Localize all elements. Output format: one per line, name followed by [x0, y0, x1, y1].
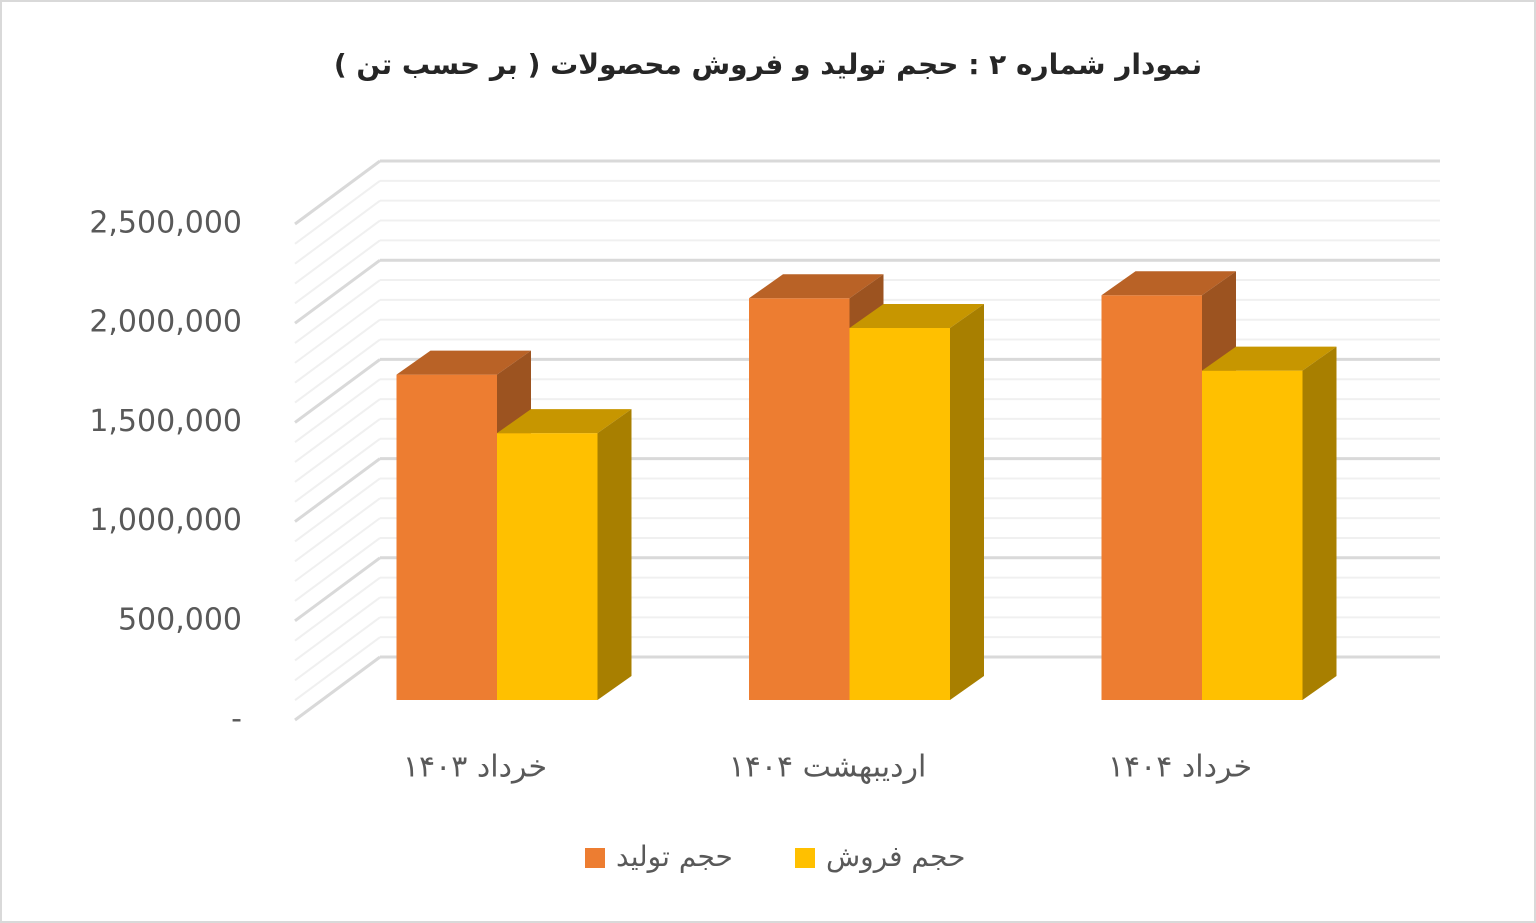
- legend-swatch: [585, 848, 605, 868]
- bar: [1202, 346, 1337, 700]
- grid-line: [294, 655, 381, 722]
- legend-swatch: [795, 848, 815, 868]
- minor-grid-line: [294, 576, 381, 642]
- bar-top: [1202, 346, 1337, 371]
- grid-line: [294, 556, 381, 623]
- bar-top: [396, 350, 531, 375]
- bar-side: [950, 304, 984, 700]
- x-tick-label: خرداد ۱۴۰۳: [403, 750, 547, 785]
- minor-grid-line: [294, 398, 381, 463]
- bar-top: [849, 304, 984, 328]
- bar-front: [749, 298, 850, 700]
- minor-grid-line: [294, 537, 381, 602]
- minor-grid-line: [294, 596, 381, 662]
- bar: [849, 304, 984, 700]
- grid-line: [294, 159, 381, 226]
- bar-top: [749, 274, 884, 299]
- bar-front: [849, 328, 950, 700]
- minor-grid-line: [294, 517, 381, 582]
- minor-grid-line: [294, 239, 381, 305]
- y-tick-label: 1,000,000: [89, 503, 242, 538]
- y-tick-label: 1,500,000: [89, 404, 242, 439]
- minor-grid-line: [294, 279, 381, 344]
- minor-grid-line: [294, 616, 381, 682]
- minor-grid-line: [294, 199, 381, 265]
- x-tick-label: خرداد ۱۴۰۴: [1108, 750, 1252, 785]
- minor-grid-line: [294, 180, 381, 245]
- bar-front: [1202, 370, 1303, 700]
- minor-grid-line: [294, 636, 381, 701]
- bar-front: [396, 374, 497, 700]
- grid-line: [294, 358, 381, 424]
- y-tick-label: -: [231, 702, 242, 737]
- minor-grid-line: [294, 477, 381, 543]
- bar-side: [1302, 346, 1337, 700]
- grid-line: [294, 457, 381, 523]
- bar-side: [597, 409, 632, 700]
- minor-grid-line: [294, 338, 381, 404]
- bar-top: [1101, 271, 1236, 296]
- y-tick-label: 2,500,000: [89, 206, 242, 241]
- y-tick-label: 500,000: [118, 602, 242, 637]
- minor-grid-line: [294, 219, 381, 285]
- minor-grid-line: [294, 318, 381, 384]
- bar-front: [497, 433, 598, 700]
- x-tick-label: اردیبهشت ۱۴۰۴: [729, 750, 927, 785]
- minor-grid-line: [294, 437, 381, 503]
- minor-grid-line: [294, 418, 381, 483]
- grid-line: [294, 258, 381, 325]
- legend-label: حجم تولید: [616, 840, 733, 873]
- bar-top: [497, 409, 632, 434]
- bar: [497, 409, 632, 700]
- minor-grid-line: [294, 497, 381, 563]
- bar-front: [1101, 295, 1202, 700]
- chart-title: نمودار شماره ۲ : حجم تولید و فروش محصولا…: [334, 48, 1202, 81]
- minor-grid-line: [294, 378, 381, 444]
- minor-grid-line: [294, 299, 381, 364]
- y-tick-label: 2,000,000: [89, 305, 242, 340]
- legend-label: حجم فروش: [826, 840, 965, 873]
